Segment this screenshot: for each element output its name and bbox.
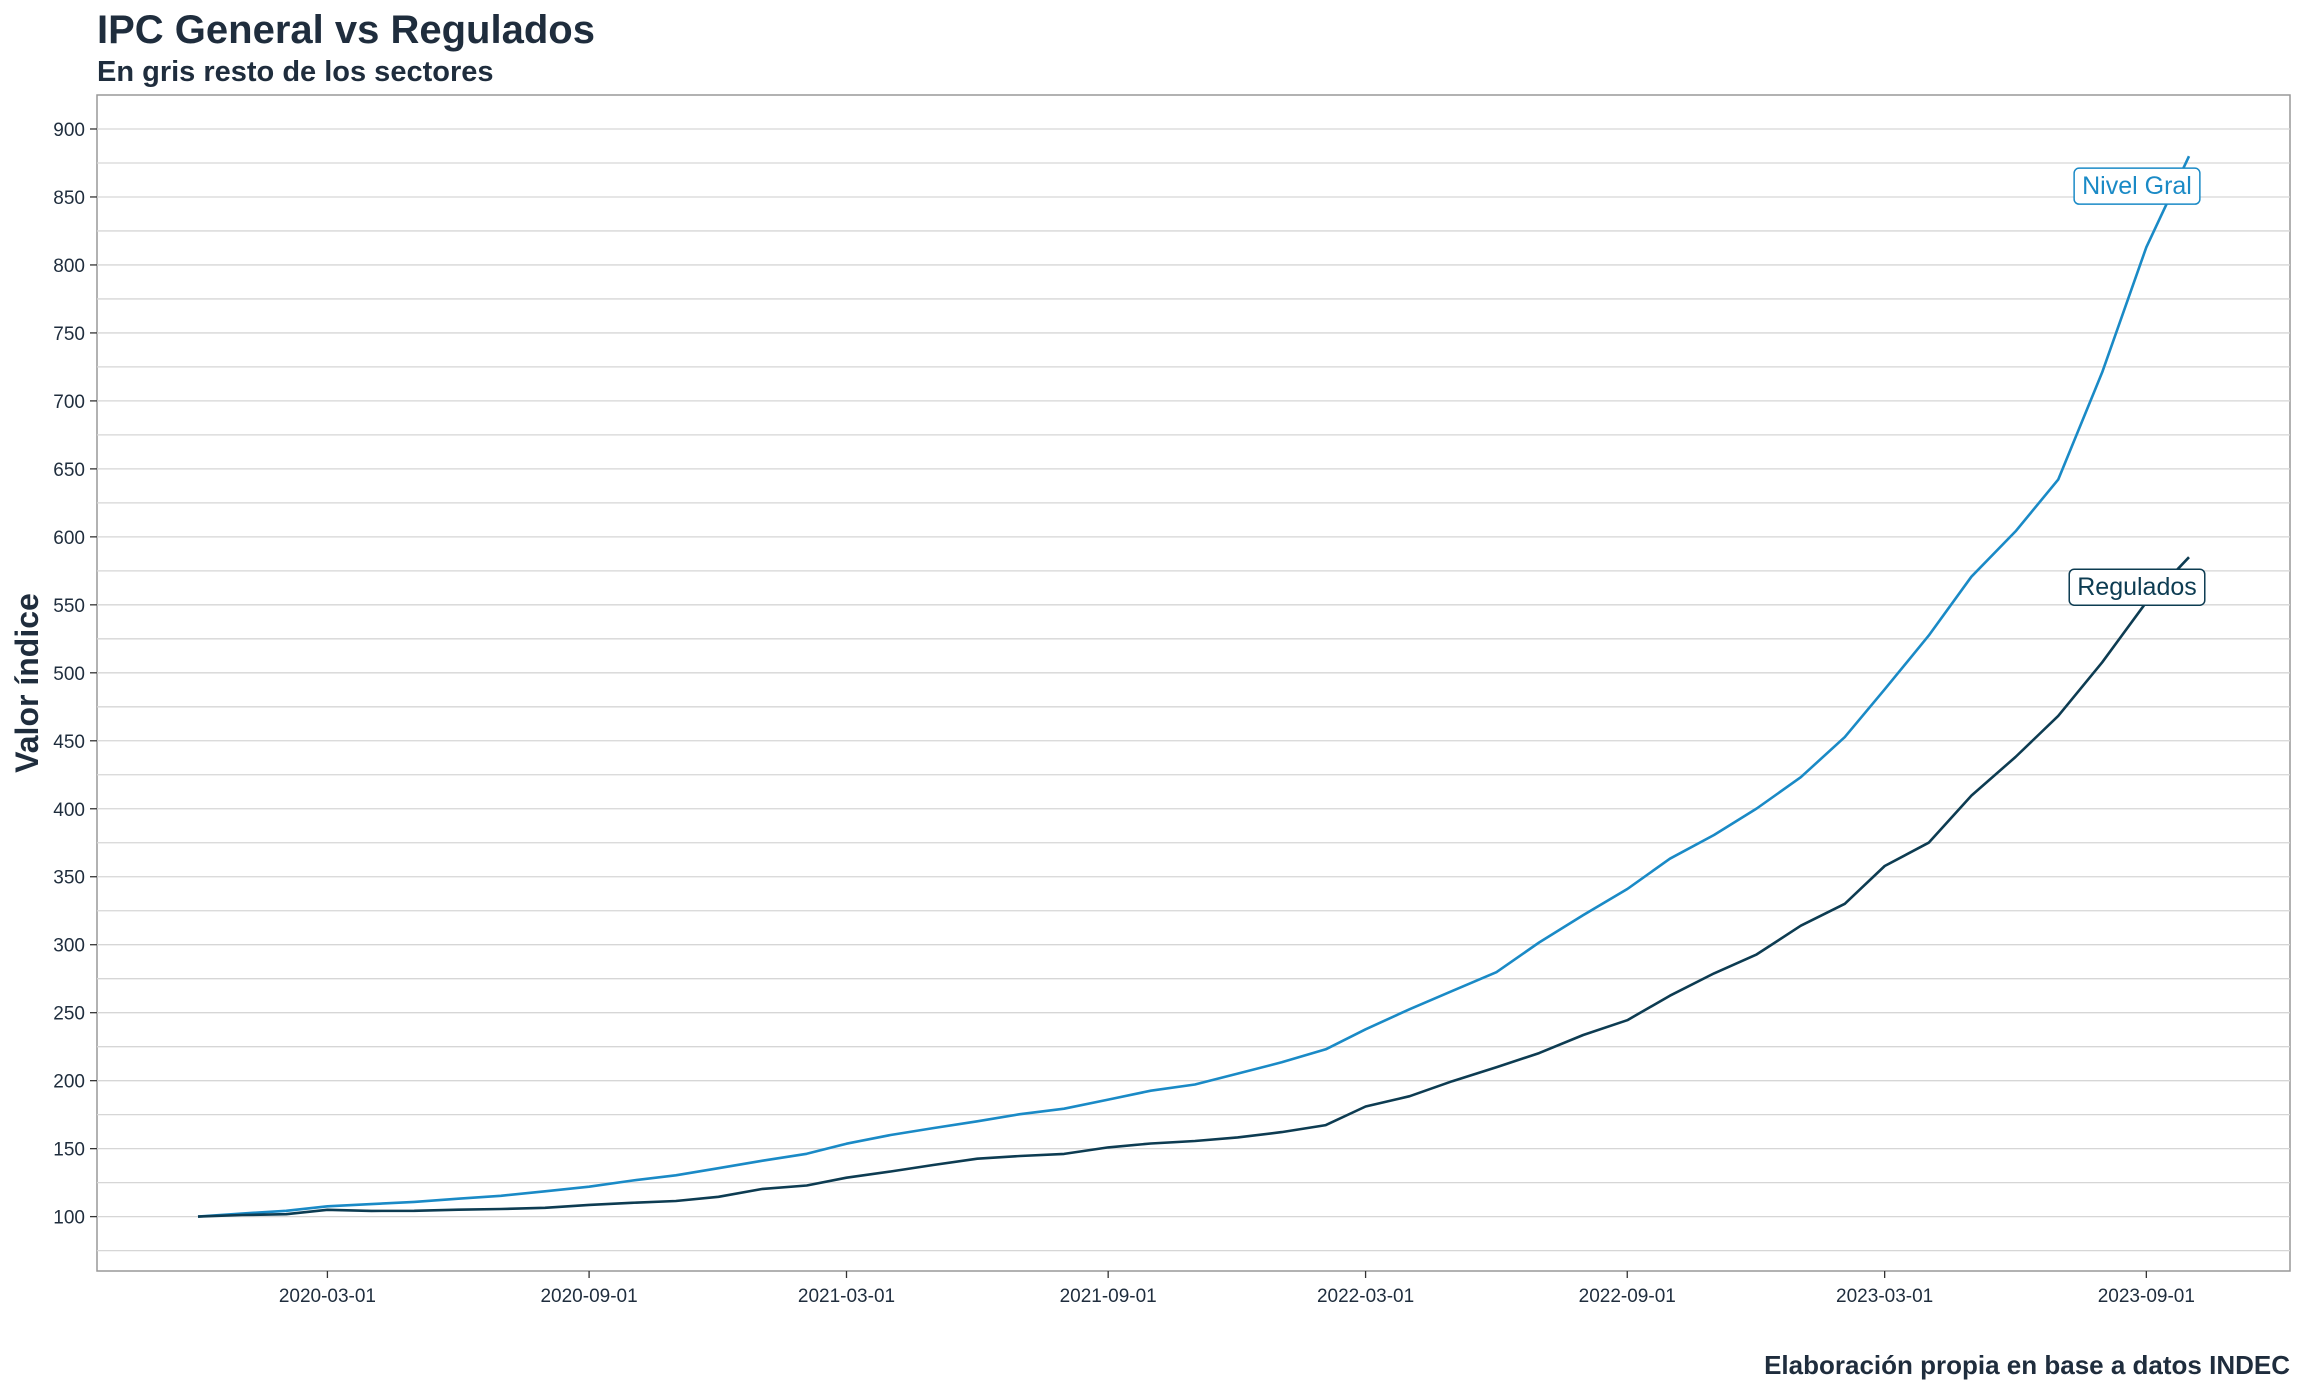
- y-tick-label: 500: [53, 664, 85, 685]
- svg-text:Nivel Gral: Nivel Gral: [2082, 172, 2192, 200]
- x-tick-label: 2020-09-01: [540, 1286, 637, 1307]
- y-tick-label: 300: [53, 936, 85, 957]
- chart-subtitle: En gris resto de los sectores: [97, 56, 494, 88]
- y-tick-label: 400: [53, 800, 85, 821]
- series-label-nivel-gral: Nivel Gral: [2073, 167, 2201, 205]
- x-tick-label: 2022-03-01: [1317, 1286, 1414, 1307]
- x-tick-label: 2021-09-01: [1060, 1286, 1157, 1307]
- y-tick-label: 650: [53, 460, 85, 481]
- grid-lines: [97, 128, 2290, 1252]
- chart-caption: Elaboración propia en base a datos INDEC: [1764, 1350, 2290, 1380]
- y-tick-label: 250: [53, 1004, 85, 1025]
- svg-text:Regulados: Regulados: [2077, 573, 2197, 601]
- axes: 100 150 200 250 300 350 400 450 500 550 600 650 700 7…: [53, 120, 2195, 1307]
- y-tick-label: 700: [53, 392, 85, 413]
- y-tick-label: 800: [53, 256, 85, 277]
- series-line-regulados: [197, 556, 2190, 1218]
- y-axis-label: Valor índice: [9, 593, 45, 773]
- y-tick-label: 350: [53, 868, 85, 889]
- y-tick-label: 900: [53, 120, 85, 141]
- y-tick-label: 600: [53, 528, 85, 549]
- plot-panel: [96, 94, 2291, 1272]
- series-label-regulados: Regulados: [2068, 568, 2206, 606]
- y-tick-label: 200: [53, 1072, 85, 1093]
- y-tick-label: 850: [53, 188, 85, 209]
- series-labels: Nivel Gral Regulados: [2068, 167, 2206, 606]
- y-tick-label: 100: [53, 1208, 85, 1229]
- y-tick-label: 750: [53, 324, 85, 345]
- y-tick-label: 150: [53, 1140, 85, 1161]
- y-tick-label: 450: [53, 732, 85, 753]
- x-tick-label: 2020-03-01: [279, 1286, 376, 1307]
- x-tick-label: 2022-09-01: [1579, 1286, 1676, 1307]
- x-tick-label: 2023-09-01: [2098, 1286, 2195, 1307]
- x-tick-label: 2023-03-01: [1836, 1286, 1933, 1307]
- chart-title: IPC General vs Regulados: [97, 8, 595, 52]
- x-tick-label: 2021-03-01: [798, 1286, 895, 1307]
- y-tick-label: 550: [53, 596, 85, 617]
- series-line-nivel-gral: [197, 155, 2191, 1218]
- series-lines: [197, 155, 2191, 1218]
